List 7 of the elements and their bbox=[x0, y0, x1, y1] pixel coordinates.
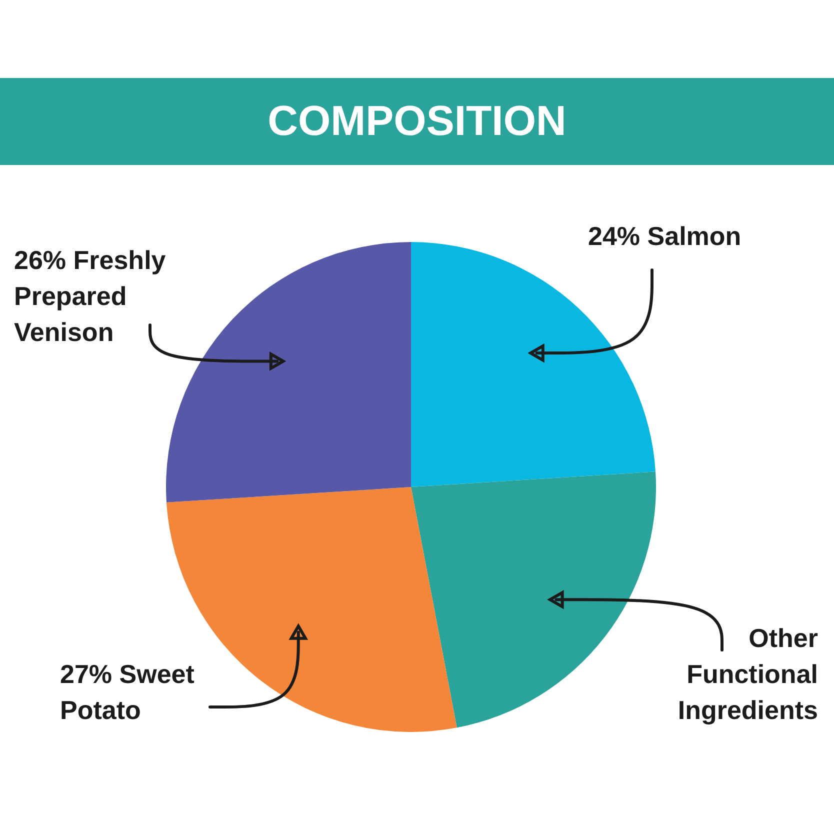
slice-label: 27% Sweet Potato bbox=[60, 659, 195, 725]
chart-title: COMPOSITION bbox=[268, 97, 566, 144]
pie-slice bbox=[411, 472, 656, 728]
slice-label: Other Functional Ingredients bbox=[678, 623, 818, 725]
slice-label: 26% Freshly Prepared Venison bbox=[14, 245, 166, 347]
pie-slice bbox=[166, 242, 411, 502]
slice-label: 24% Salmon bbox=[588, 221, 742, 251]
